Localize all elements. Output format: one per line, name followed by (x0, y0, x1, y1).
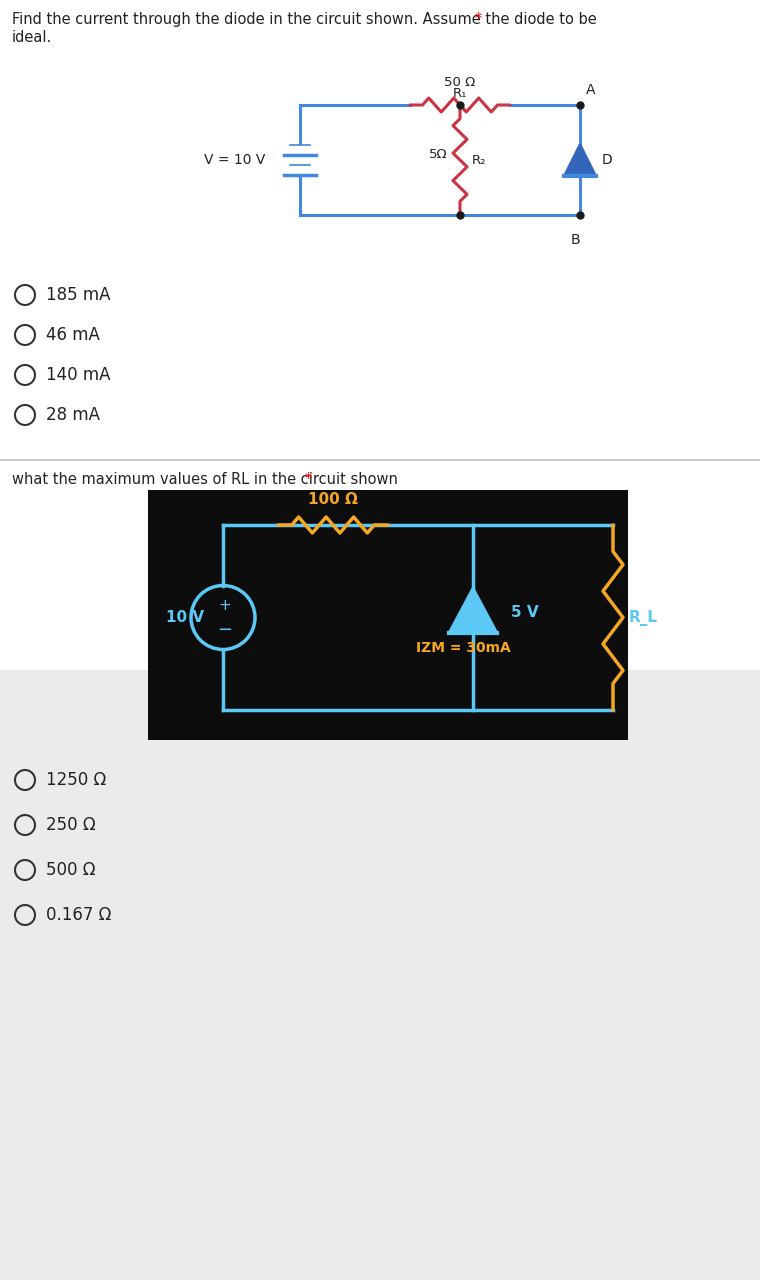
Polygon shape (449, 588, 497, 632)
Bar (148, 490, 628, 740)
Polygon shape (564, 143, 596, 175)
Text: *: * (474, 12, 482, 27)
Text: Find the current through the diode in the circuit shown. Assume the diode to be: Find the current through the diode in th… (12, 12, 597, 27)
Bar (0, 0, 760, 669)
Text: 500 Ω: 500 Ω (46, 861, 96, 879)
Text: R₂: R₂ (472, 154, 486, 166)
Text: −: − (217, 621, 233, 639)
Text: +: + (219, 598, 231, 613)
Text: ideal.: ideal. (12, 29, 52, 45)
Text: D: D (602, 154, 613, 166)
Text: V = 10 V: V = 10 V (204, 154, 266, 166)
Text: 0.167 Ω: 0.167 Ω (46, 906, 112, 924)
Text: what the maximum values of RL in the circuit shown: what the maximum values of RL in the cir… (12, 472, 403, 486)
Text: 5Ω: 5Ω (429, 148, 448, 161)
Text: R₁: R₁ (453, 87, 467, 100)
Text: IZM = 30mA: IZM = 30mA (416, 640, 511, 654)
Text: B: B (570, 233, 580, 247)
Text: R_L: R_L (629, 609, 658, 626)
Text: 10 V: 10 V (166, 611, 204, 625)
Text: 250 Ω: 250 Ω (46, 817, 96, 835)
Text: 140 mA: 140 mA (46, 366, 110, 384)
Text: 1250 Ω: 1250 Ω (46, 771, 106, 788)
Text: 100 Ω: 100 Ω (308, 492, 358, 507)
Text: A: A (586, 83, 596, 97)
Text: 5 V: 5 V (511, 605, 539, 620)
Text: 50 Ω: 50 Ω (445, 76, 476, 90)
Text: 185 mA: 185 mA (46, 285, 110, 303)
Text: 28 mA: 28 mA (46, 406, 100, 424)
Text: *: * (305, 472, 312, 486)
Text: 46 mA: 46 mA (46, 326, 100, 344)
